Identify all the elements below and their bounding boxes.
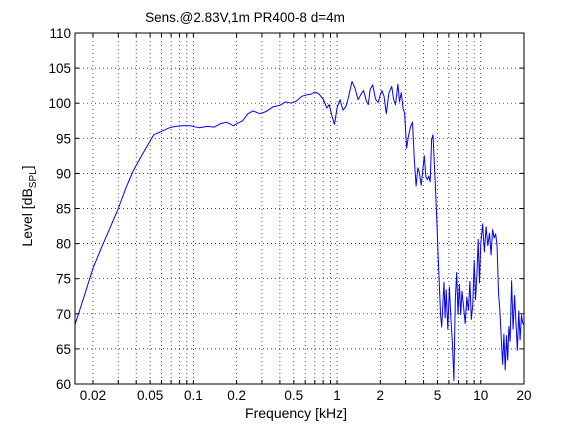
y-tick-label: 70: [56, 307, 71, 322]
y-tick-label: 100: [48, 96, 71, 111]
y-tick-label: 80: [56, 237, 71, 252]
chart-title: Sens.@2.83V,1m PR400-8 d=4m: [145, 10, 345, 25]
y-tick-label: 105: [48, 61, 71, 76]
series-line: [75, 80, 524, 381]
y-tick-label: 60: [56, 377, 71, 392]
y-tick-label: 90: [56, 166, 71, 181]
y-axis-label: Level [dBSPL]: [19, 165, 39, 246]
x-axis-label: Frequency [kHz]: [245, 405, 347, 421]
x-tick-label: 10: [473, 388, 488, 403]
y-tick-label: 65: [56, 342, 71, 357]
x-tick-label: 2: [377, 388, 385, 403]
series-layer: [75, 80, 524, 381]
x-tick-label: 5: [434, 388, 442, 403]
x-tick-label: 0.02: [80, 388, 106, 403]
x-tick-label: 0.05: [137, 388, 163, 403]
tick-layer: 0.02 0.05 0.1 0.2 0.5 1 2 5 10 20 60 65 70 75 80 85 90 95…: [48, 26, 531, 403]
y-tick-label: 95: [56, 131, 71, 146]
x-tick-label: 1: [333, 388, 341, 403]
y-axis-label-subscript: SPL: [28, 169, 39, 188]
x-tick-label: 0.2: [227, 388, 246, 403]
y-tick-label: 75: [56, 272, 71, 287]
y-tick-label: 85: [56, 202, 71, 217]
y-axis-label-main: Level [dB: [19, 188, 35, 246]
x-tick-label: 20: [516, 388, 531, 403]
x-tick-label: 0.5: [284, 388, 303, 403]
y-tick-label: 110: [49, 26, 71, 41]
x-tick-label: 0.1: [184, 388, 203, 403]
y-axis-label-close: ]: [19, 165, 35, 169]
